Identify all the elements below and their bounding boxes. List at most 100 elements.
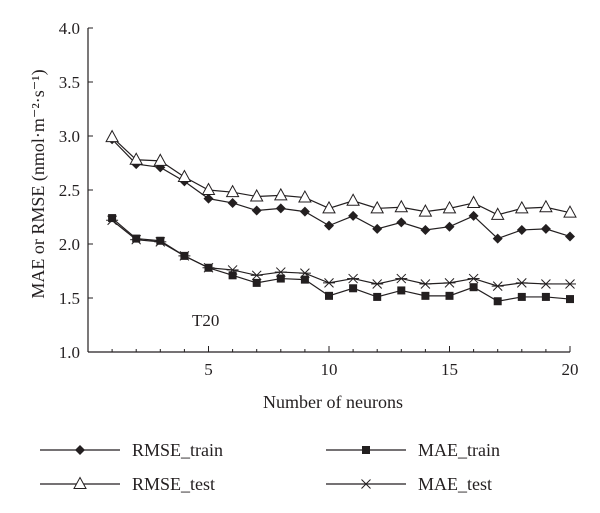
data-point-mae-test: [347, 273, 360, 284]
data-point-mae-test: [443, 278, 456, 288]
data-point-mae-test: [371, 279, 384, 289]
data-point-mae-test: [419, 279, 432, 289]
data-point-mae-train: [541, 292, 550, 301]
data-point-rmse-test: [514, 200, 529, 214]
legend-item-rmse-test: RMSE_test: [40, 474, 215, 494]
data-point-mae-test: [323, 278, 335, 288]
data-point-mae-test: [395, 273, 408, 284]
data-point-mae-test: [154, 236, 167, 247]
x-tick-label: 5: [204, 360, 213, 379]
data-point-mae-test: [298, 268, 311, 279]
axes: 1.0 1.5 2.0 2.5 3.0 3.5 4.0 5 10 15 20: [59, 19, 579, 379]
data-point-rmse-test: [466, 195, 481, 208]
data-point-rmse-test: [394, 199, 409, 213]
y-tick-label: 1.0: [59, 343, 80, 362]
data-point-rmse-train: [203, 193, 214, 204]
data-point-mae-test: [202, 262, 215, 273]
data-point-mae-test: [226, 265, 239, 275]
data-point-mae-test: [564, 279, 576, 289]
series-rmse-test: [105, 129, 577, 220]
y-tick-label: 1.5: [59, 289, 80, 308]
data-point-mae-train: [397, 286, 406, 295]
y-axis-title: MAE or RMSE (nmol·m⁻²·s⁻¹): [28, 69, 49, 298]
data-point-mae-train: [108, 214, 117, 223]
data-point-rmse-train: [420, 224, 431, 235]
data-point-rmse-test: [177, 169, 192, 183]
data-point-mae-train: [469, 283, 478, 292]
legend-marker: [360, 479, 372, 489]
data-point-mae-test: [130, 234, 143, 245]
legend-label: RMSE_test: [132, 474, 215, 494]
series-line-mae-test: [111, 219, 570, 287]
data-point-mae-test: [539, 279, 552, 289]
data-point-rmse-train: [299, 206, 310, 217]
data-point-rmse-train: [540, 223, 551, 234]
data-point-mae-train: [156, 236, 165, 245]
y-tick-label: 2.5: [59, 181, 80, 200]
data-point-rmse-test: [298, 190, 312, 203]
data-point-mae-test: [250, 270, 263, 281]
data-point-mae-test: [491, 281, 504, 291]
data-point-rmse-test: [370, 200, 385, 214]
data-point-rmse-train: [251, 205, 262, 216]
data-point-mae-train: [349, 284, 358, 293]
data-point-mae-test: [515, 278, 528, 288]
data-point-mae-train: [493, 297, 502, 306]
data-point-rmse-test: [563, 205, 577, 218]
legend-item-mae-test: MAE_test: [326, 474, 492, 494]
legend-label: MAE_train: [418, 440, 500, 460]
legend-marker: [75, 445, 85, 455]
y-tick-label: 3.0: [59, 127, 80, 146]
legend-label: MAE_test: [418, 474, 492, 494]
data-point-rmse-train: [227, 197, 238, 208]
data-point-rmse-train: [444, 221, 455, 232]
data-point-mae-test: [178, 251, 191, 261]
data-point-mae-test: [467, 273, 480, 284]
data-point-mae-train: [228, 271, 237, 280]
legend: RMSE_train RMSE_test MAE_train MAE_test: [40, 440, 500, 494]
y-tick-label: 4.0: [59, 19, 80, 38]
series-line-rmse-train: [111, 138, 571, 240]
legend-item-rmse-train: RMSE_train: [40, 440, 223, 460]
data-point-rmse-test: [346, 193, 360, 206]
data-point-rmse-test: [539, 199, 553, 213]
data-point-rmse-test: [418, 204, 433, 217]
data-point-rmse-train: [492, 233, 503, 244]
series-line-rmse-test: [111, 136, 571, 216]
data-point-rmse-train: [324, 220, 334, 231]
series-rmse-train: [107, 134, 575, 244]
data-point-mae-train: [373, 292, 382, 301]
data-point-rmse-test: [105, 129, 119, 143]
data-point-mae-test: [106, 215, 119, 226]
legend-item-mae-train: MAE_train: [326, 440, 500, 460]
data-point-rmse-test: [273, 187, 288, 201]
data-point-rmse-train: [348, 210, 359, 221]
data-point-rmse-train: [516, 224, 527, 235]
y-tick-label: 3.5: [59, 73, 80, 92]
x-axis-title: Number of neurons: [263, 392, 403, 412]
data-point-rmse-test: [322, 200, 336, 214]
data-point-mae-train: [517, 292, 526, 301]
series-layer: [105, 129, 577, 306]
data-point-mae-train: [325, 291, 333, 300]
x-tick-label: 15: [441, 360, 458, 379]
x-tick-label: 10: [321, 360, 338, 379]
data-point-rmse-test: [153, 153, 168, 166]
data-point-rmse-train: [468, 210, 479, 221]
data-point-rmse-test: [442, 200, 457, 214]
data-point-rmse-test: [490, 207, 505, 220]
data-point-rmse-train: [275, 203, 286, 214]
series-mae-train: [108, 214, 574, 306]
data-point-rmse-test: [129, 152, 144, 165]
data-point-rmse-test: [249, 188, 264, 202]
data-point-mae-train: [276, 274, 285, 283]
y-tick-label: 2.0: [59, 235, 80, 254]
data-point-mae-train: [252, 278, 261, 287]
data-point-rmse-test: [225, 184, 240, 198]
data-point-mae-train: [566, 295, 574, 304]
annotation-label: T20: [192, 311, 219, 330]
data-point-mae-test: [274, 267, 287, 277]
data-point-mae-train: [421, 291, 430, 300]
data-point-rmse-train: [565, 231, 575, 242]
